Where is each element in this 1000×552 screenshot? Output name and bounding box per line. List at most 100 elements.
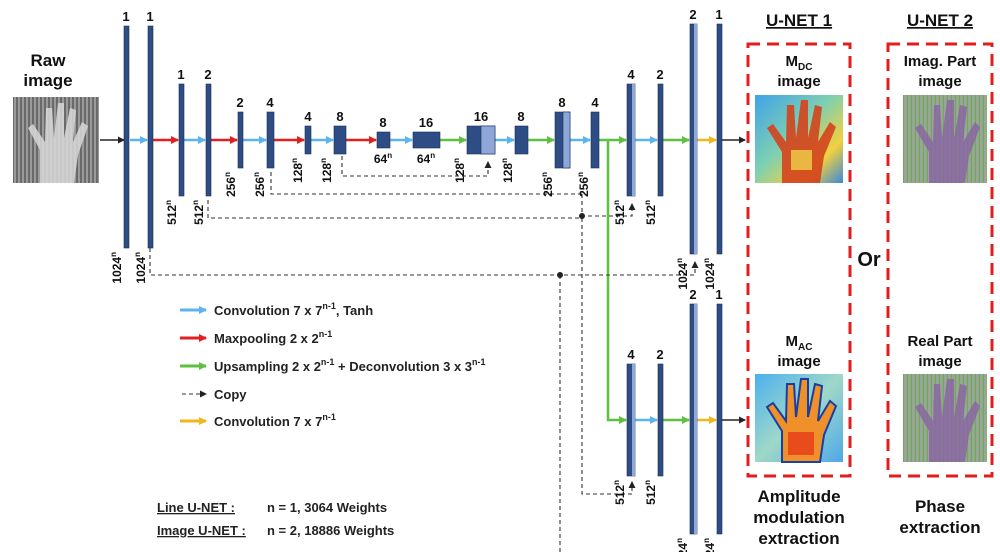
raw-image-label-line1: Raw [31,51,67,70]
feature-map-bar [716,303,723,535]
upsample-branch-arrow [606,140,627,424]
channel-count: 1 [146,9,153,24]
line-unet-text: n = 1, 3064 Weights [267,500,387,515]
channel-count: 2 [204,67,211,82]
feature-map-bar [689,303,698,535]
channel-count: 1 [122,9,129,24]
dimension-label: 128n [452,158,467,183]
unet2-caption-line1: Phase [915,497,965,516]
feature-map-bar [205,83,212,197]
channel-count: 2 [656,347,663,362]
legend-text: Convolution 7 x 7n-1, Tanh [214,301,373,318]
branch-path-arrows [606,140,746,424]
dimension-label: 256n [252,172,267,197]
channel-count: 4 [266,95,274,110]
imag-part-image [903,95,987,183]
legend: Convolution 7 x 7n-1, Tanh Maxpooling 2 … [180,301,486,429]
copy-connection [341,156,492,177]
feature-map-bar [333,125,347,155]
feature-map-bar [657,83,664,197]
or-label: Or [857,249,881,271]
legend-item-upsampling: Upsampling 2 x 2n-1 + Deconvolution 3 x … [180,357,486,374]
dimension-label: 256n [576,172,591,197]
real-part-label-line2: image [918,353,961,370]
legend-item-maxpooling: Maxpooling 2 x 2n-1 [180,329,332,346]
mac-label-line2: image [777,353,820,370]
channel-count: 4 [627,347,635,362]
dimension-label: 1024n [675,538,690,552]
unet2-title: U-NET 2 [907,11,973,30]
channel-count: 8 [336,109,343,124]
dimension-label: 128n [290,158,305,183]
dimension-labels: 1024n 1024n 512n 512n 256n 256n 128n 128… [109,151,717,552]
feature-map-bar [237,111,244,169]
imag-part-label: Imag. Part [904,53,977,70]
dimension-label: 512n [191,200,206,225]
feature-map-bar [716,23,723,255]
mdc-label-line2: image [777,73,820,90]
dimension-label: 64n [374,151,392,166]
raw-image-thumbnail [13,97,99,183]
feature-map-bar [266,111,275,169]
dimension-label: 512n [612,200,627,225]
legend-text: Upsampling 2 x 2n-1 + Deconvolution 3 x … [214,357,486,374]
dimension-label: 1024n [133,252,148,284]
unet2-caption-line2: extraction [899,518,980,537]
dimension-label: 512n [164,200,179,225]
raw-image-label-line2: image [23,71,72,90]
dimension-label: 256n [223,172,238,197]
dimension-label: 512n [643,480,658,505]
mac-image [755,374,843,463]
legend-text: Maxpooling 2 x 2n-1 [214,329,332,346]
channel-counts: 1 1 1 2 2 4 4 8 8 16 16 8 8 4 4 2 2 1 4 … [122,7,722,362]
channel-count: 4 [627,67,635,82]
feature-map-bar [689,23,698,255]
feature-map-bar [123,25,130,249]
dimension-label: 1024n [675,258,690,290]
weights-info: Line U-NET : n = 1, 3064 Weights Image U… [157,500,394,538]
dimension-label: 512n [643,200,658,225]
junction-dot [557,272,563,278]
mdc-image [755,95,843,183]
channel-count: 1 [715,7,722,22]
feature-map-bar [466,125,496,155]
dimension-label: 1024n [702,258,717,290]
mdc-label: MDC [786,53,813,73]
feature-maps [123,23,723,535]
legend-item-convolution: Convolution 7 x 7n-1 [180,412,336,429]
channel-count: 16 [474,109,488,124]
dimension-label: 64n [417,151,435,166]
feature-map-bar [554,111,571,169]
copy-connection [270,172,582,195]
feature-map-bar [412,131,441,149]
dimension-label: 256n [540,172,555,197]
channel-count: 2 [689,287,696,302]
channel-count: 8 [517,109,524,124]
real-part-label: Real Part [907,333,972,350]
channel-count: 2 [236,95,243,110]
dimension-label: 1024n [109,252,124,284]
dimension-label: 512n [612,480,627,505]
unet1-caption-line1: Amplitude [757,487,840,506]
channel-count: 8 [558,95,565,110]
line-unet-label: Line U-NET : [157,500,235,515]
real-part-image [903,374,987,462]
legend-text: Copy [214,387,247,402]
image-unet-label: Image U-NET : [157,523,246,538]
channel-count: 1 [177,67,184,82]
channel-count: 4 [591,95,599,110]
copy-connections [149,156,699,552]
unet1-caption-line2: modulation [753,508,845,527]
channel-count: 1 [715,287,722,302]
channel-count: 16 [419,115,433,130]
feature-map-bar [590,111,600,169]
channel-count: 2 [656,67,663,82]
dimension-label: 128n [319,158,334,183]
junction-dot [579,213,585,219]
unet2-dashed-box [886,42,994,478]
legend-item-convolution-tanh: Convolution 7 x 7n-1, Tanh [180,301,373,318]
feature-map-bar [147,25,154,249]
dimension-label: 128n [500,158,515,183]
channel-count: 2 [689,7,696,22]
